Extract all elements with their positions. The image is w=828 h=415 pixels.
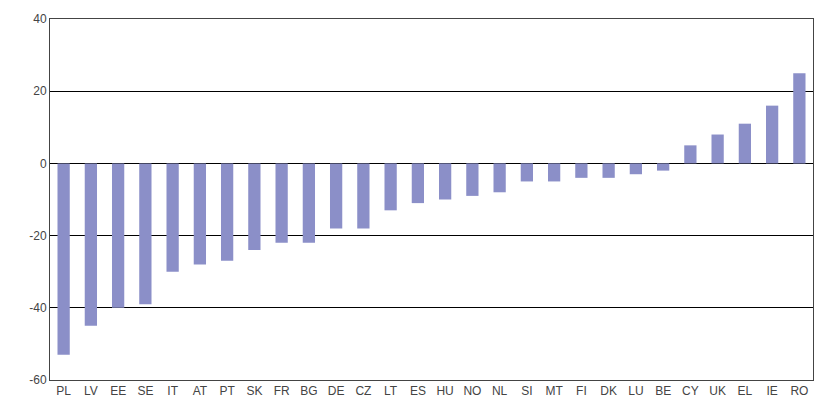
svg-text:-40: -40 [29, 301, 47, 315]
svg-text:ES: ES [410, 384, 426, 398]
svg-text:DK: DK [600, 384, 617, 398]
svg-text:IT: IT [167, 384, 178, 398]
svg-text:LU: LU [628, 384, 643, 398]
svg-text:PL: PL [56, 384, 71, 398]
svg-text:PT: PT [219, 384, 235, 398]
svg-text:40: 40 [33, 12, 47, 26]
svg-text:HU: HU [436, 384, 453, 398]
svg-text:DE: DE [328, 384, 345, 398]
svg-text:SE: SE [137, 384, 153, 398]
svg-text:EL: EL [738, 384, 753, 398]
svg-text:NL: NL [492, 384, 508, 398]
svg-text:RO: RO [790, 384, 808, 398]
svg-text:AT: AT [193, 384, 208, 398]
svg-text:CY: CY [682, 384, 699, 398]
svg-text:SK: SK [246, 384, 262, 398]
svg-text:LV: LV [84, 384, 98, 398]
svg-text:UK: UK [709, 384, 726, 398]
svg-text:EE: EE [110, 384, 126, 398]
svg-text:MT: MT [545, 384, 563, 398]
svg-text:SI: SI [521, 384, 532, 398]
svg-text:FI: FI [576, 384, 587, 398]
svg-text:IE: IE [766, 384, 777, 398]
svg-text:20: 20 [33, 84, 47, 98]
svg-text:NO: NO [463, 384, 481, 398]
svg-text:0: 0 [40, 157, 47, 171]
svg-text:LT: LT [384, 384, 398, 398]
svg-text:-20: -20 [29, 229, 47, 243]
svg-text:BE: BE [655, 384, 671, 398]
svg-text:CZ: CZ [355, 384, 371, 398]
svg-text:BG: BG [300, 384, 317, 398]
svg-text:FR: FR [274, 384, 290, 398]
svg-text:-60: -60 [29, 373, 47, 387]
